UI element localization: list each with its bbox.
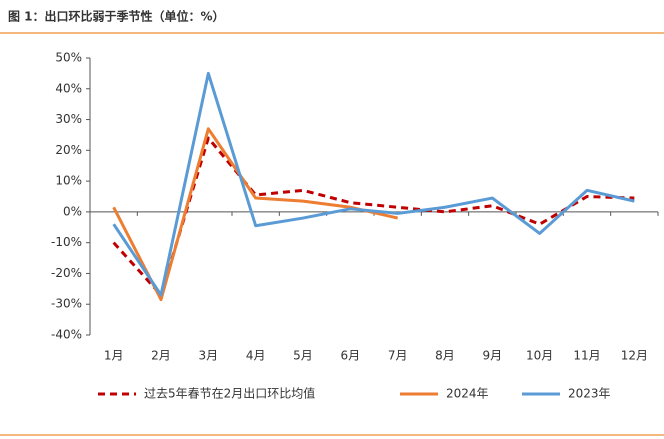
y-tick-label: 0% xyxy=(63,204,82,218)
x-tick-label: 5月 xyxy=(293,349,313,363)
y-tick-label: 30% xyxy=(55,112,82,126)
x-tick-label: 11月 xyxy=(573,349,600,363)
x-tick-label: 6月 xyxy=(341,349,361,363)
y-tick-label: -20% xyxy=(51,266,82,280)
series-line xyxy=(112,127,398,302)
x-tick-label: 10月 xyxy=(526,349,553,363)
x-tick-label: 1月 xyxy=(104,349,124,363)
y-tick-label: 40% xyxy=(55,81,82,95)
y-tick-label: -30% xyxy=(51,297,82,311)
y-tick-label: 10% xyxy=(55,174,82,188)
y-tick-label: -10% xyxy=(51,235,82,249)
x-tick-label: 2月 xyxy=(151,349,171,363)
series-line xyxy=(112,71,635,297)
x-tick-label: 7月 xyxy=(388,349,408,363)
x-tick-label: 12月 xyxy=(621,349,648,363)
chart-title: 图 1：出口环比弱于季节性（单位：%） xyxy=(8,9,225,24)
x-tick-label: 9月 xyxy=(483,349,503,363)
legend-label: 2023年 xyxy=(568,387,611,401)
series-line xyxy=(112,136,635,297)
y-tick-label: 20% xyxy=(55,143,82,157)
x-tick-label: 4月 xyxy=(246,349,266,363)
legend-label: 过去5年春节在2月出口环比均值 xyxy=(144,386,315,401)
x-tick-label: 8月 xyxy=(435,349,455,363)
x-tick-label: 3月 xyxy=(199,349,219,363)
y-tick-label: -40% xyxy=(51,328,82,342)
legend-label: 2024年 xyxy=(446,387,489,401)
y-tick-label: 50% xyxy=(55,51,82,65)
